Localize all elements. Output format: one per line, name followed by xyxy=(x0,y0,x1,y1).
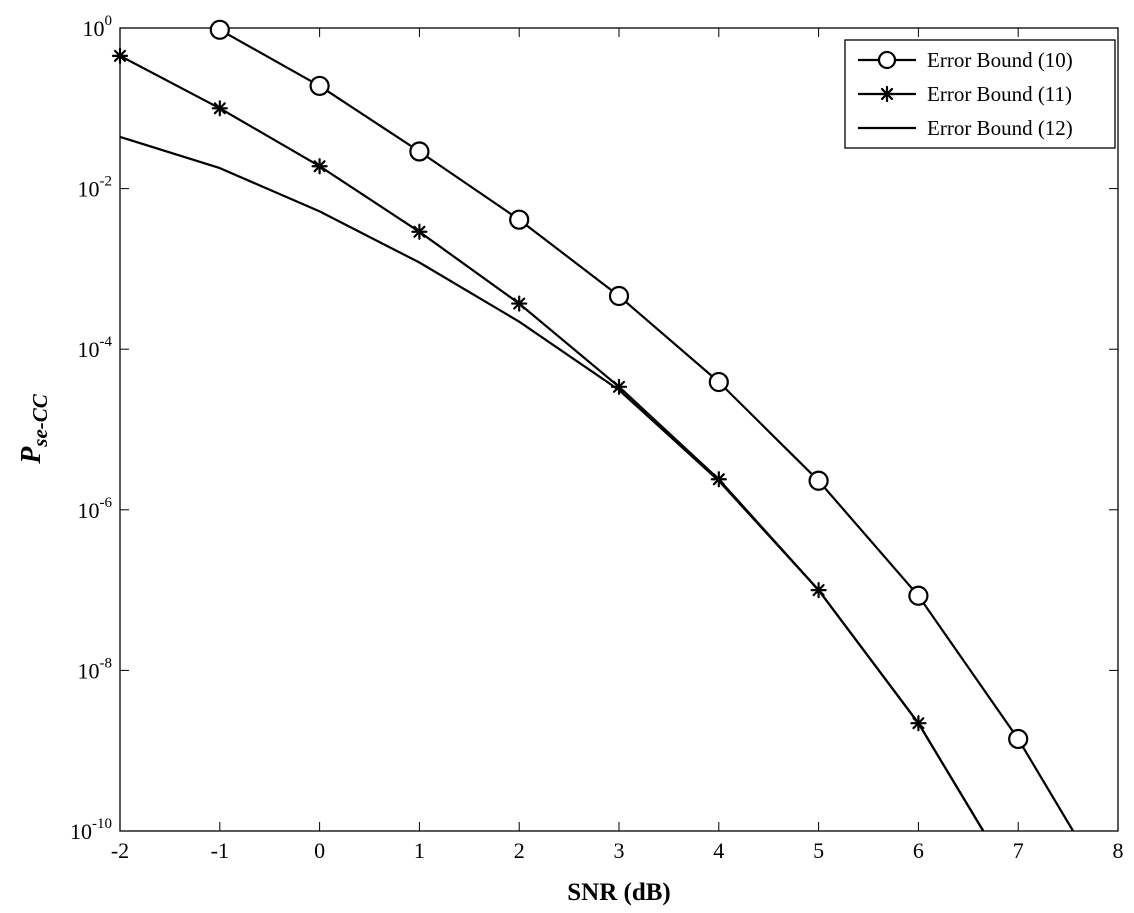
circle-marker xyxy=(879,52,895,68)
x-tick-label: 4 xyxy=(713,838,724,863)
circle-marker xyxy=(1009,730,1027,748)
circle-marker xyxy=(410,142,428,160)
x-tick-label: 5 xyxy=(813,838,824,863)
y-tick-label: 10-4 xyxy=(78,334,113,362)
circle-marker xyxy=(311,77,329,95)
x-tick-label: 6 xyxy=(913,838,924,863)
circle-marker xyxy=(510,211,528,229)
x-tick-label: 1 xyxy=(414,838,425,863)
series-2 xyxy=(113,49,983,831)
x-tick-label: 8 xyxy=(1113,838,1124,863)
x-axis-title: SNR (dB) xyxy=(567,879,671,906)
y-axis-title-main: P xyxy=(16,446,47,465)
x-tick-label: 0 xyxy=(314,838,325,863)
star-marker xyxy=(512,297,526,311)
star-marker xyxy=(412,225,426,239)
y-tick-label: 10-10 xyxy=(70,816,112,844)
y-tick-label: 10-2 xyxy=(78,174,113,202)
y-axis-title-sub: se-CC xyxy=(28,393,52,447)
series-3 xyxy=(120,137,983,831)
y-axis-title: Pse-CC xyxy=(16,393,52,465)
legend-label: Error Bound (11) xyxy=(927,82,1072,106)
y-tick-label: 10-8 xyxy=(78,655,113,683)
circle-marker xyxy=(610,287,628,305)
legend-label: Error Bound (10) xyxy=(927,48,1073,72)
star-marker xyxy=(712,472,726,486)
circle-marker xyxy=(810,472,828,490)
series-line xyxy=(120,56,983,831)
star-marker xyxy=(113,49,127,63)
star-marker xyxy=(880,87,894,101)
series-line xyxy=(120,137,983,831)
star-marker xyxy=(213,101,227,115)
x-tick-label: 7 xyxy=(1013,838,1024,863)
circle-marker xyxy=(909,587,927,605)
star-marker xyxy=(313,159,327,173)
circle-marker xyxy=(211,21,229,39)
x-tick-label: 3 xyxy=(614,838,625,863)
legend-layer: Error Bound (10) Error Bound (11) Error Bo… xyxy=(845,40,1115,148)
x-tick-label: 2 xyxy=(514,838,525,863)
x-tick-label: -2 xyxy=(111,838,129,863)
x-tick-label: -1 xyxy=(211,838,229,863)
y-tick-label: 10-6 xyxy=(78,495,113,523)
legend-label: Error Bound (12) xyxy=(927,116,1073,140)
series-line xyxy=(220,30,1073,831)
y-tick-label: 100 xyxy=(83,13,113,41)
circle-marker xyxy=(710,373,728,391)
legend-entry: Error Bound (10) xyxy=(858,48,1073,72)
